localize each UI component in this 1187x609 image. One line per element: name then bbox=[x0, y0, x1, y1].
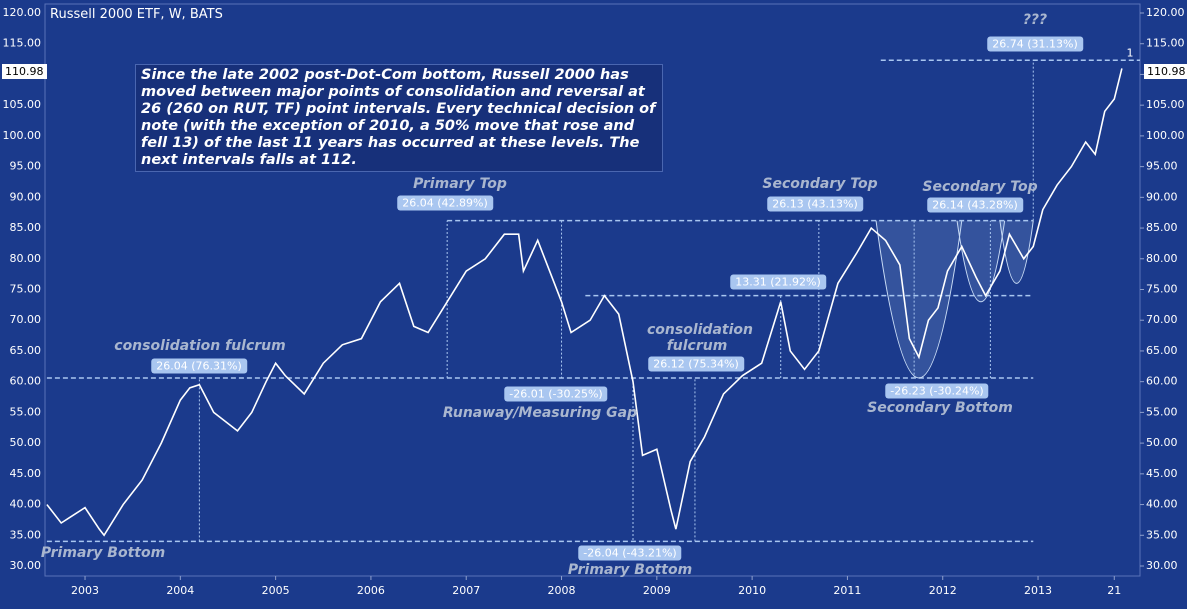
x-tick-label: 2007 bbox=[452, 584, 480, 597]
callout: Secondary Bottom bbox=[867, 400, 1013, 416]
measure-label: -26.23 (-30.24%) bbox=[885, 383, 989, 399]
x-tick-label: 2013 bbox=[1024, 584, 1052, 597]
y-tick-label-left: 45.00 bbox=[10, 467, 42, 480]
y-tick-label-left: 90.00 bbox=[10, 190, 42, 203]
y-tick-label-right: 85.00 bbox=[1146, 221, 1178, 234]
measure-label: 26.13 (43.13%) bbox=[767, 196, 863, 212]
measure-label: -26.01 (-30.25%) bbox=[504, 386, 608, 402]
y-tick-label-right: 95.00 bbox=[1146, 160, 1178, 173]
measure-label: 13.31 (21.92%) bbox=[730, 274, 826, 290]
measure-label: 26.12 (75.34%) bbox=[648, 356, 744, 372]
x-tick-label: 2004 bbox=[166, 584, 194, 597]
y-tick-label-left: 35.00 bbox=[10, 528, 42, 541]
callout: consolidation fulcrum bbox=[647, 322, 753, 354]
y-tick-label-left: 115.00 bbox=[3, 37, 42, 50]
measure-label: 26.74 (31.13%) bbox=[987, 36, 1083, 52]
y-tick-label-right: 90.00 bbox=[1146, 190, 1178, 203]
x-tick-label: 2003 bbox=[71, 584, 99, 597]
measure-label: 26.04 (42.89%) bbox=[397, 195, 493, 211]
level-marker: 1 bbox=[1127, 46, 1134, 59]
x-tick-label: 2008 bbox=[548, 584, 576, 597]
callout: Secondary Top bbox=[762, 176, 878, 192]
y-tick-label-left: 40.00 bbox=[10, 498, 42, 511]
y-tick-label-right: 80.00 bbox=[1146, 252, 1178, 265]
y-tick-label-left: 95.00 bbox=[10, 160, 42, 173]
y-tick-label-left: 80.00 bbox=[10, 252, 42, 265]
x-tick-label: 2006 bbox=[357, 584, 385, 597]
y-tick-label-right: 40.00 bbox=[1146, 498, 1178, 511]
y-tick-label-left: 85.00 bbox=[10, 221, 42, 234]
y-tick-label-right: 75.00 bbox=[1146, 283, 1178, 296]
y-tick-label-left: 65.00 bbox=[10, 344, 42, 357]
measure-label: -26.04 (-43.21%) bbox=[578, 545, 682, 561]
y-tick-label-left: 60.00 bbox=[10, 375, 42, 388]
y-tick-label-right: 100.00 bbox=[1146, 129, 1185, 142]
y-tick-label-right: 35.00 bbox=[1146, 528, 1178, 541]
callout: Runaway/Measuring Gap bbox=[442, 405, 638, 421]
callout: Primary Top bbox=[413, 176, 507, 192]
price-line bbox=[46, 68, 1123, 537]
measure-label: 26.04 (76.31%) bbox=[151, 358, 247, 374]
callout: Primary Bottom bbox=[567, 562, 693, 578]
y-tick-label-left: 55.00 bbox=[10, 405, 42, 418]
x-tick-label: 21 bbox=[1107, 584, 1121, 597]
last-price-right: 110.98 bbox=[1144, 64, 1187, 79]
last-price-left: 110.98 bbox=[2, 64, 47, 79]
y-tick-label-right: 105.00 bbox=[1146, 98, 1185, 111]
y-tick-label-right: 60.00 bbox=[1146, 375, 1178, 388]
y-tick-label-right: 30.00 bbox=[1146, 559, 1178, 572]
x-tick-label: 2010 bbox=[738, 584, 766, 597]
callout: Secondary Top bbox=[922, 179, 1038, 195]
y-tick-label-right: 50.00 bbox=[1146, 436, 1178, 449]
y-tick-label-left: 30.00 bbox=[10, 559, 42, 572]
x-tick-label: 2005 bbox=[262, 584, 290, 597]
y-tick-label-right: 115.00 bbox=[1146, 37, 1185, 50]
y-tick-label-right: 120.00 bbox=[1146, 6, 1185, 19]
y-tick-label-right: 55.00 bbox=[1146, 405, 1178, 418]
y-tick-label-right: 70.00 bbox=[1146, 313, 1178, 326]
note: Since the late 2002 post-Dot-Com bottom,… bbox=[135, 64, 663, 172]
y-tick-label-left: 75.00 bbox=[10, 283, 42, 296]
y-tick-label-right: 65.00 bbox=[1146, 344, 1178, 357]
x-tick-label: 2011 bbox=[833, 584, 861, 597]
callout: ??? bbox=[1022, 12, 1048, 28]
y-tick-label-left: 120.00 bbox=[3, 6, 42, 19]
x-tick-label: 2009 bbox=[643, 584, 671, 597]
y-tick-label-right: 45.00 bbox=[1146, 467, 1178, 480]
y-tick-label-left: 70.00 bbox=[10, 313, 42, 326]
measure-label: 26.14 (43.28%) bbox=[927, 197, 1023, 213]
y-tick-label-left: 100.00 bbox=[3, 129, 42, 142]
x-tick-label: 2012 bbox=[929, 584, 957, 597]
arc-shape bbox=[956, 220, 1006, 303]
y-tick-label-left: 105.00 bbox=[3, 98, 42, 111]
callout: consolidation fulcrum bbox=[114, 338, 286, 354]
y-tick-label-left: 50.00 bbox=[10, 436, 42, 449]
callout: Primary Bottom bbox=[40, 545, 166, 561]
chart-title: Russell 2000 ETF, W, BATS bbox=[50, 7, 223, 22]
